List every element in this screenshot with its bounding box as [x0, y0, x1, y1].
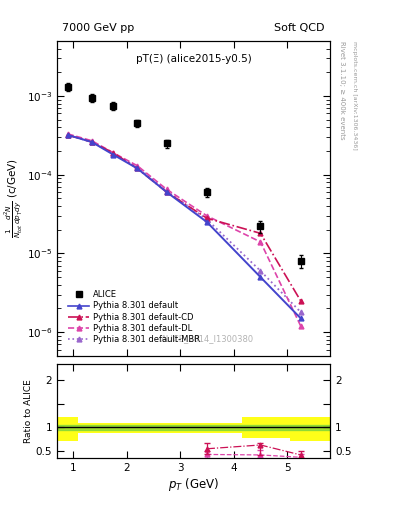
Text: Rivet 3.1.10; ≥ 400k events: Rivet 3.1.10; ≥ 400k events — [339, 41, 345, 140]
Y-axis label: Ratio to ALICE: Ratio to ALICE — [24, 379, 33, 443]
Pythia 8.301 default-MBR — [90, 139, 94, 145]
Pythia 8.301 default-DL — [135, 163, 140, 169]
Pythia 8.301 default-DL — [164, 186, 169, 193]
Pythia 8.301 default-CD — [205, 215, 209, 221]
Pythia 8.301 default-CD — [90, 139, 94, 145]
Pythia 8.301 default-DL — [258, 239, 263, 245]
Pythia 8.301 default-DL — [205, 213, 209, 219]
Pythia 8.301 default — [65, 132, 70, 138]
Text: mcplots.cern.ch [arXiv:1306.3436]: mcplots.cern.ch [arXiv:1306.3436] — [352, 41, 357, 150]
Pythia 8.301 default — [205, 219, 209, 225]
Pythia 8.301 default-MBR — [205, 217, 209, 223]
Pythia 8.301 default — [258, 274, 263, 280]
Legend: ALICE, Pythia 8.301 default, Pythia 8.301 default-CD, Pythia 8.301 default-DL, P: ALICE, Pythia 8.301 default, Pythia 8.30… — [67, 289, 202, 346]
Pythia 8.301 default-CD — [135, 165, 140, 172]
Pythia 8.301 default-DL — [298, 323, 303, 329]
Pythia 8.301 default-DL — [111, 150, 116, 156]
Text: 7000 GeV pp: 7000 GeV pp — [62, 23, 135, 33]
Text: ALICE_2014_I1300380: ALICE_2014_I1300380 — [161, 334, 254, 343]
Line: Pythia 8.301 default-MBR: Pythia 8.301 default-MBR — [65, 133, 303, 314]
Pythia 8.301 default — [298, 315, 303, 322]
Pythia 8.301 default-MBR — [65, 132, 70, 138]
Pythia 8.301 default-MBR — [258, 268, 263, 274]
Pythia 8.301 default-DL — [65, 131, 70, 137]
Pythia 8.301 default-CD — [111, 150, 116, 156]
Pythia 8.301 default — [90, 139, 94, 145]
Pythia 8.301 default-CD — [298, 298, 303, 304]
Pythia 8.301 default-MBR — [135, 164, 140, 170]
Pythia 8.301 default-DL — [90, 138, 94, 144]
Pythia 8.301 default-CD — [164, 189, 169, 195]
Pythia 8.301 default-MBR — [164, 188, 169, 194]
Line: Pythia 8.301 default-DL: Pythia 8.301 default-DL — [65, 132, 303, 328]
Pythia 8.301 default-MBR — [111, 151, 116, 157]
Pythia 8.301 default-CD — [65, 132, 70, 138]
Text: Soft QCD: Soft QCD — [274, 23, 325, 33]
Pythia 8.301 default — [111, 152, 116, 158]
Pythia 8.301 default — [135, 165, 140, 172]
Pythia 8.301 default — [164, 189, 169, 195]
X-axis label: $p_T$ (GeV): $p_T$ (GeV) — [168, 476, 219, 493]
Pythia 8.301 default-MBR — [298, 309, 303, 315]
Text: pT(Ξ) (alice2015-y0.5): pT(Ξ) (alice2015-y0.5) — [136, 54, 252, 63]
Line: Pythia 8.301 default: Pythia 8.301 default — [65, 133, 303, 321]
Y-axis label: $\frac{1}{N_{tot}} \frac{d^2N}{dp_{T}dy}$ (c/GeV): $\frac{1}{N_{tot}} \frac{d^2N}{dp_{T}dy}… — [3, 158, 24, 239]
Pythia 8.301 default-CD — [258, 230, 263, 237]
Line: Pythia 8.301 default-CD: Pythia 8.301 default-CD — [65, 133, 303, 303]
